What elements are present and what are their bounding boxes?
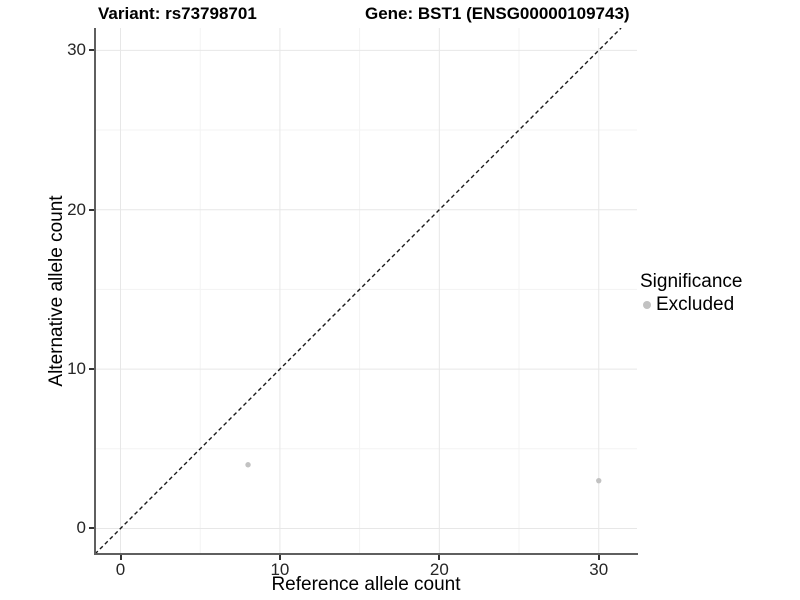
y-tick-label: 20 [67,199,86,219]
legend-item-excluded: Excluded [640,294,742,316]
y-axis-title: Alternative allele count [46,195,67,387]
y-tick-label: 0 [76,518,86,538]
plot-title-gene: Gene: BST1 (ENSG00000109743) [365,4,630,23]
x-axis-line [94,553,638,555]
y-tick-mark [89,527,94,530]
legend-title: Significance [640,271,743,292]
x-tick-mark [278,555,281,560]
legend-point-icon [643,301,651,309]
legend: Significance Excluded [640,271,742,316]
x-tick-label: 20 [429,560,449,579]
x-tick-label: 30 [589,560,609,579]
data-point-excluded [245,462,251,468]
data-point-excluded [596,477,602,484]
y-axis-line [94,28,96,555]
y-tick-label: 30 [67,40,86,60]
x-tick-label: 10 [270,560,290,579]
y-tick-mark [89,49,94,52]
x-tick-mark [597,555,600,560]
y-tick-mark [89,368,94,371]
x-tick-mark [438,555,441,560]
x-axis-title: Reference allele count [271,574,461,595]
legend-item-label: Excluded [656,294,735,315]
plot-title-variant: Variant: rs73798701 [98,4,257,23]
x-tick-mark [119,555,122,560]
x-tick-label: 0 [115,560,126,579]
y-tick-label: 10 [67,359,86,379]
plot-panel [95,28,637,554]
y-tick-mark [89,208,94,211]
identity-reference-line [95,28,622,554]
